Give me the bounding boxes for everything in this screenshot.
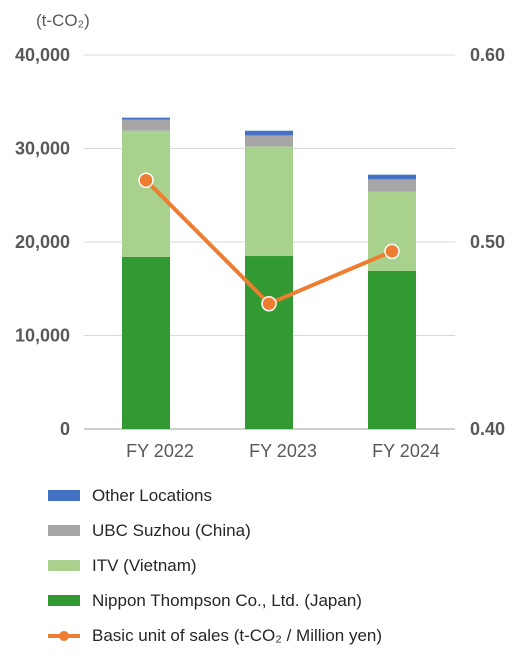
legend-swatch <box>48 490 80 501</box>
left-axis-unit: (t-CO₂) <box>36 11 90 30</box>
y-tick-label-left: 20,000 <box>15 232 70 252</box>
bar-segment <box>368 174 416 180</box>
y-tick-label-right: 0.50 <box>470 232 505 252</box>
x-tick-label: FY 2024 <box>372 441 440 461</box>
bar-segment <box>245 135 293 147</box>
legend-label: Basic unit of sales (t-CO₂ / Million yen… <box>92 625 383 645</box>
stacked-bars <box>122 117 416 429</box>
legend-swatch <box>48 525 80 536</box>
bar-segment <box>245 130 293 136</box>
x-tick-label: FY 2022 <box>126 441 194 461</box>
bar-segment <box>245 256 293 429</box>
axis-labels: 0 10,000 20,000 30,000 40,000 0.40 0.50 0.60 FY … <box>15 45 505 461</box>
legend-item-ubc-suzhou: UBC Suzhou (China) <box>48 519 382 542</box>
legend-item-itv-vietnam: ITV (Vietnam) <box>48 554 382 577</box>
legend-item-basic-unit-of-sales: Basic unit of sales (t-CO₂ / Million yen… <box>48 624 382 647</box>
legend-label: UBC Suzhou (China) <box>92 520 251 540</box>
bar-segment <box>245 146 293 257</box>
intensity-line <box>138 172 400 312</box>
bar-segment <box>122 117 170 120</box>
legend-item-other-locations: Other Locations <box>48 484 382 507</box>
y-tick-label-right: 0.60 <box>470 45 505 65</box>
legend-swatch <box>48 595 80 606</box>
y-tick-label-left: 0 <box>60 419 70 439</box>
y-tick-label-left: 10,000 <box>15 326 70 346</box>
y-tick-label-right: 0.40 <box>470 419 505 439</box>
x-tick-label: FY 2023 <box>249 441 317 461</box>
legend-swatch <box>48 560 80 571</box>
bar-segment <box>122 256 170 429</box>
y-tick-label-left: 40,000 <box>15 45 70 65</box>
y-tick-label-left: 30,000 <box>15 139 70 159</box>
bar-segment <box>368 270 416 429</box>
intensity-point <box>384 243 400 260</box>
legend-line-swatch <box>48 630 80 642</box>
legend-label: Nippon Thompson Co., Ltd. (Japan) <box>92 590 362 610</box>
legend-label: ITV (Vietnam) <box>92 555 197 575</box>
intensity-point <box>138 172 154 189</box>
legend-label: Other Locations <box>92 485 213 505</box>
emissions-chart: (t-CO₂) 0 10,000 20,000 30,000 40,000 0.40 0.5… <box>15 11 505 461</box>
intensity-point <box>261 295 277 312</box>
bar-segment <box>122 119 170 131</box>
bar-segment <box>368 179 416 192</box>
legend: Other Locations UBC Suzhou (China) ITV (… <box>48 484 382 659</box>
bar-segment <box>122 130 170 257</box>
legend-item-nippon-thompson: Nippon Thompson Co., Ltd. (Japan) <box>48 589 382 612</box>
